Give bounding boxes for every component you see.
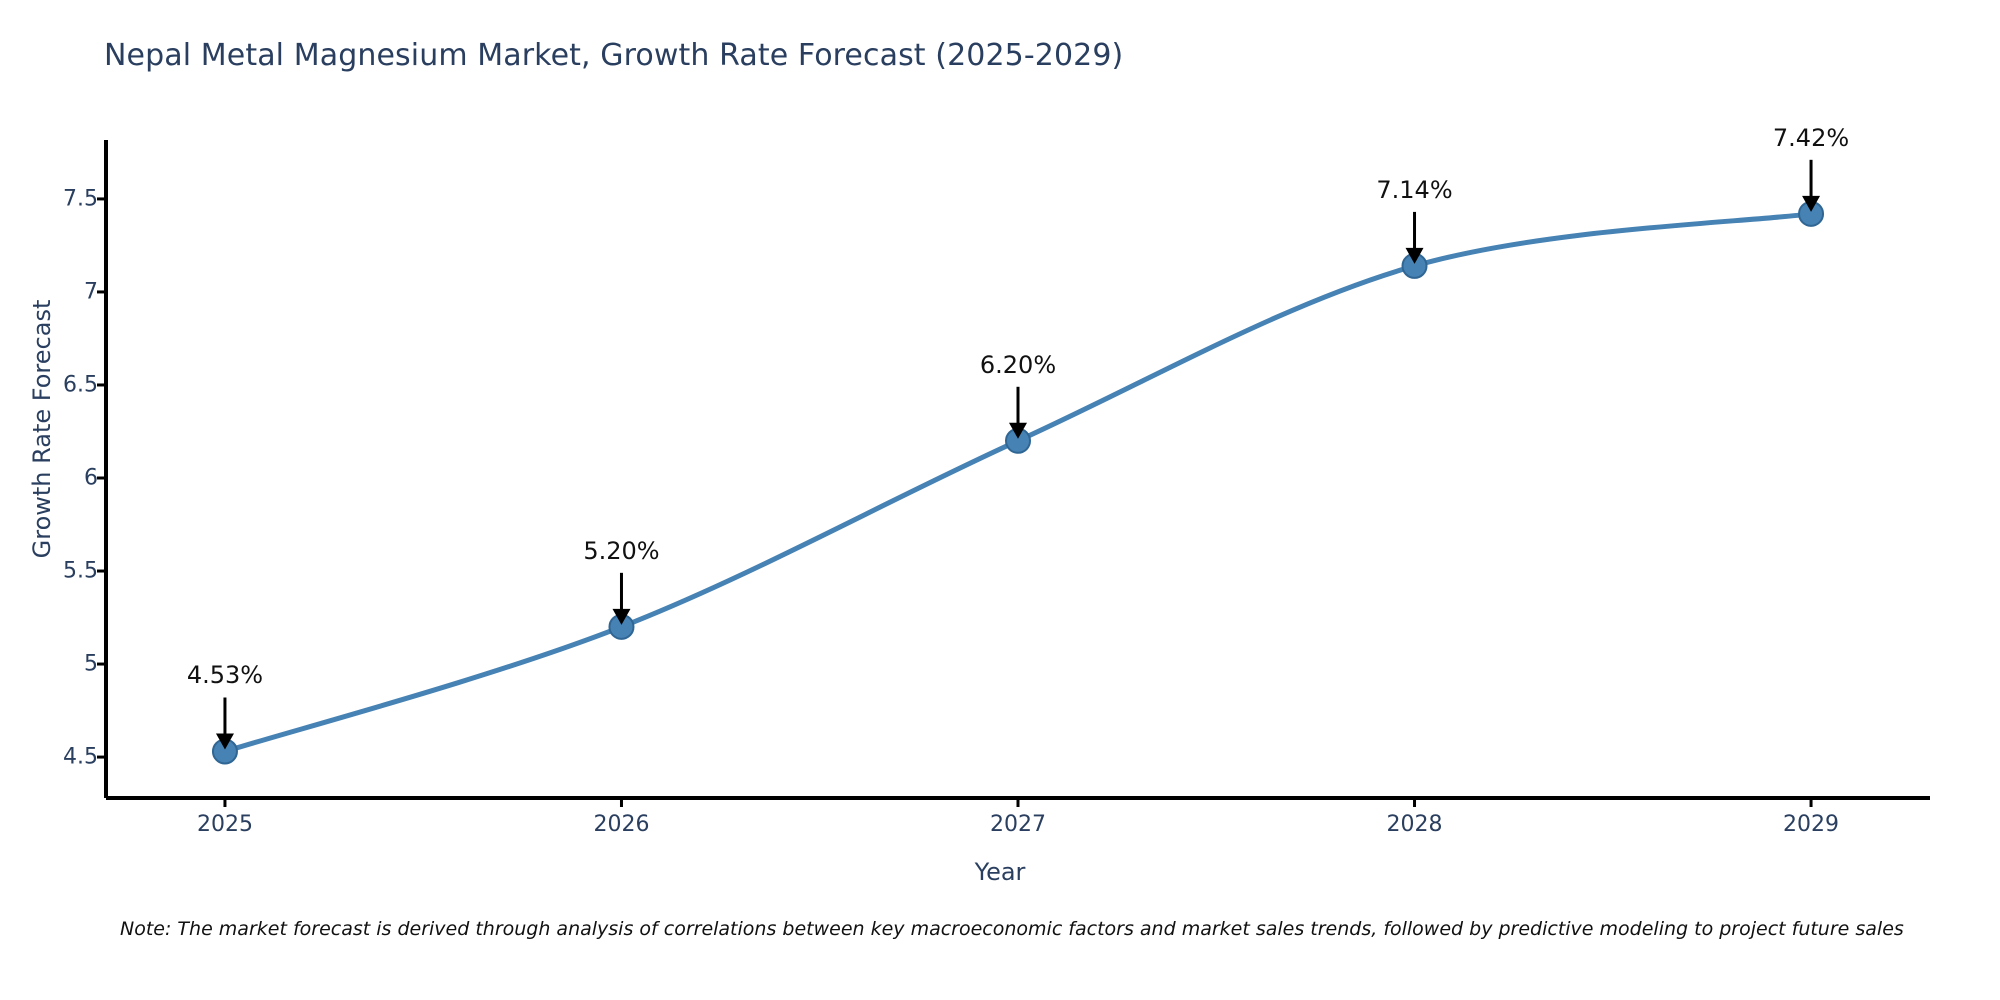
x-tick-label: 2027 bbox=[990, 812, 1046, 837]
data-point-value-label: 7.42% bbox=[1772, 123, 1850, 152]
annotation-arrow-head bbox=[1802, 195, 1821, 212]
y-tick-label: 5.5 bbox=[63, 558, 98, 584]
x-tick-label: 2025 bbox=[196, 812, 253, 837]
chart-title: Nepal Metal Magnesium Market, Growth Rat… bbox=[104, 38, 1124, 73]
annotation-arrow-head bbox=[215, 733, 234, 750]
y-tick-label: 7 bbox=[84, 279, 98, 305]
data-point-value-label: 4.53% bbox=[186, 661, 264, 690]
x-tick-label: 2026 bbox=[593, 812, 650, 837]
data-point-value-label: 7.14% bbox=[1376, 175, 1453, 204]
data-point-value-label: 5.20% bbox=[583, 536, 660, 565]
footnote: Note: The market forecast is derived thr… bbox=[120, 918, 1904, 940]
x-tick-label: 2029 bbox=[1783, 812, 1840, 837]
x-tick-label: 2028 bbox=[1386, 812, 1443, 837]
y-tick-label: 4.5 bbox=[63, 744, 98, 770]
y-axis-tick-labels: 7.5 7 6.5 6 5.5 5 4.5 bbox=[0, 0, 98, 1000]
y-tick-label: 5 bbox=[84, 651, 98, 677]
annotation-arrow-head bbox=[612, 608, 631, 625]
y-tick-label: 7.5 bbox=[63, 186, 98, 212]
data-point-value-label: 6.20% bbox=[979, 350, 1057, 379]
forecast-line bbox=[222, 211, 1814, 754]
annotation-arrow-head bbox=[1405, 247, 1424, 264]
annotation-arrow-head bbox=[1009, 422, 1027, 439]
x-axis-title: Year bbox=[974, 858, 1026, 886]
y-tick-label: 6 bbox=[84, 465, 98, 491]
y-tick-label: 6.5 bbox=[63, 372, 98, 398]
